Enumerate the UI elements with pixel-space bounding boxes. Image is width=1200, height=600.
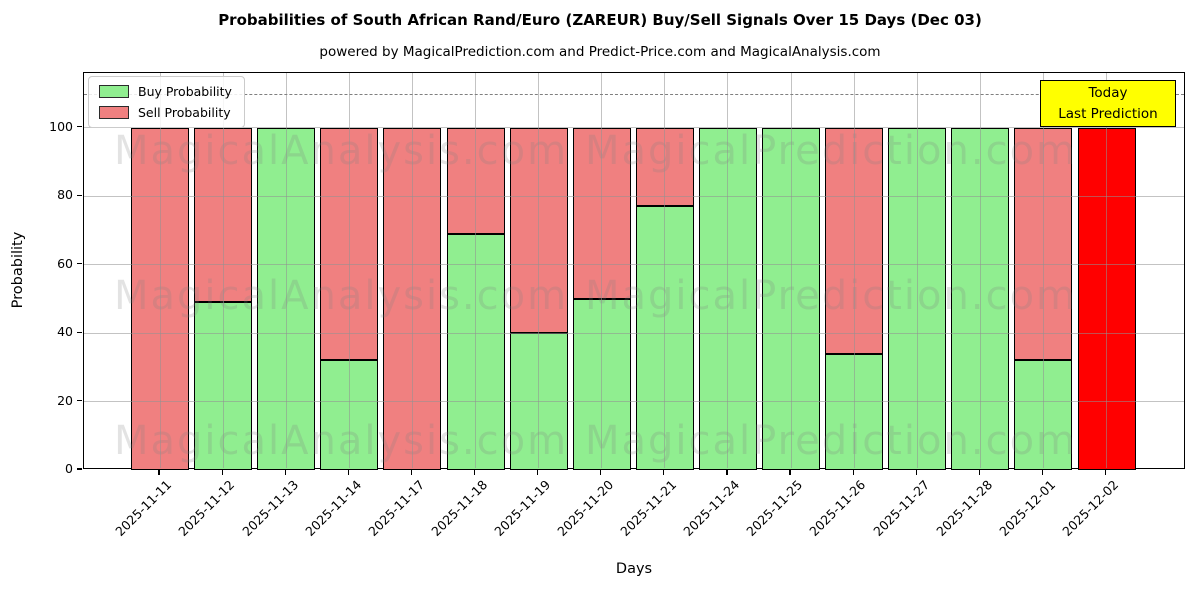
y-tick-label: 0	[65, 461, 73, 476]
y-tick	[77, 468, 82, 470]
watermark-text: MagicalAnalysis.com	[113, 418, 569, 464]
sell-probability-label: Sell Probability	[138, 105, 231, 120]
x-tick-label: 2025-11-18	[428, 477, 491, 539]
vertical-gridline	[664, 73, 666, 468]
vertical-gridline	[916, 73, 918, 468]
x-tick	[410, 470, 413, 475]
x-tick-label: 2025-11-26	[806, 477, 869, 539]
x-tick	[284, 470, 286, 475]
x-tick	[663, 470, 665, 475]
x-tick-label: 2025-11-20	[554, 477, 617, 539]
x-tick-label: 2025-11-14	[301, 477, 364, 539]
x-tick	[600, 470, 602, 475]
x-tick-label: 2025-11-19	[491, 477, 554, 539]
watermark-text: MagicalAnalysis.com	[113, 273, 569, 319]
chart-subtitle: powered by MagicalPrediction.com and Pre…	[319, 44, 881, 60]
x-tick	[789, 470, 791, 475]
horizontal-gridline	[84, 332, 1184, 334]
vertical-gridline	[601, 73, 603, 468]
horizontal-gridline	[84, 264, 1184, 266]
y-tick-label: 80	[57, 187, 73, 203]
watermark-text: MagicalAnalysis.com	[113, 128, 569, 174]
x-tick-label: 2025-12-01	[996, 477, 1059, 539]
legend: Buy Probability Sell Probability	[88, 76, 245, 128]
y-tick-label: 60	[57, 255, 73, 271]
buy-probability-swatch	[99, 85, 129, 98]
vertical-gridline	[538, 73, 540, 468]
vertical-gridline	[979, 73, 981, 468]
horizontal-gridline	[84, 401, 1184, 403]
today-annotation-line1: Today	[1088, 84, 1128, 101]
x-tick	[726, 470, 728, 475]
x-tick	[915, 470, 917, 475]
watermark-text: MagicalPrediction.com	[585, 418, 1077, 464]
x-tick-label: 2025-11-28	[932, 477, 995, 539]
x-tick-label: 2025-11-12	[175, 477, 238, 539]
y-tick-label: 20	[57, 392, 73, 408]
vertical-gridline	[348, 73, 350, 468]
x-tick-label: 2025-11-24	[680, 477, 743, 539]
horizontal-gridline	[84, 195, 1184, 197]
vertical-gridline	[727, 73, 729, 468]
y-tick	[77, 399, 82, 402]
legend-row-sell: Sell Probability	[99, 105, 232, 120]
watermark-text: MagicalPrediction.com	[585, 128, 1077, 174]
x-tick-label: 2025-11-27	[869, 477, 932, 539]
vertical-gridline	[159, 73, 161, 468]
x-tick	[473, 470, 476, 475]
x-tick-label: 2025-11-17	[365, 477, 428, 539]
x-tick-label: 2025-12-02	[1059, 477, 1122, 539]
x-tick	[537, 470, 539, 475]
vertical-gridline	[285, 73, 287, 468]
x-tick-label: 2025-11-21	[617, 477, 680, 539]
y-tick-label: 40	[57, 324, 73, 340]
vertical-gridline	[411, 73, 413, 468]
vertical-gridline	[1106, 73, 1107, 468]
dashed-reference-line	[84, 93, 1184, 95]
x-tick	[1104, 470, 1107, 475]
today-annotation: Today Last Prediction	[1040, 80, 1176, 127]
horizontal-gridline	[84, 127, 1184, 129]
x-tick	[158, 470, 160, 475]
buy-probability-label: Buy Probability	[138, 84, 232, 99]
legend-row-buy: Buy Probability	[99, 84, 232, 99]
y-tick	[77, 331, 82, 333]
x-tick	[347, 470, 349, 475]
x-tick-label: 2025-11-25	[743, 477, 806, 539]
vertical-gridline	[222, 73, 224, 468]
x-tick-label: 2025-11-11	[112, 477, 175, 539]
vertical-gridline	[853, 73, 855, 468]
y-tick	[77, 194, 82, 196]
y-tick	[77, 263, 82, 265]
plot-area: MagicalAnalysis.com MagicalPrediction.com…	[83, 72, 1185, 470]
today-annotation-line2: Last Prediction	[1058, 105, 1158, 122]
x-tick-label: 2025-11-13	[238, 477, 301, 539]
y-tick-label: 100	[49, 118, 73, 134]
x-axis-label: Days	[615, 561, 653, 577]
sell-probability-swatch	[99, 106, 129, 119]
y-tick	[77, 126, 82, 128]
vertical-gridline	[1042, 73, 1044, 468]
chart-title: Probabilities of South African Rand/Euro…	[218, 11, 982, 29]
vertical-gridline	[790, 73, 792, 468]
x-tick	[1041, 470, 1044, 475]
x-tick	[221, 470, 223, 475]
vertical-gridline	[475, 73, 476, 468]
watermark-text: MagicalPrediction.com	[585, 273, 1077, 319]
x-tick	[852, 470, 854, 475]
x-tick	[978, 470, 980, 475]
